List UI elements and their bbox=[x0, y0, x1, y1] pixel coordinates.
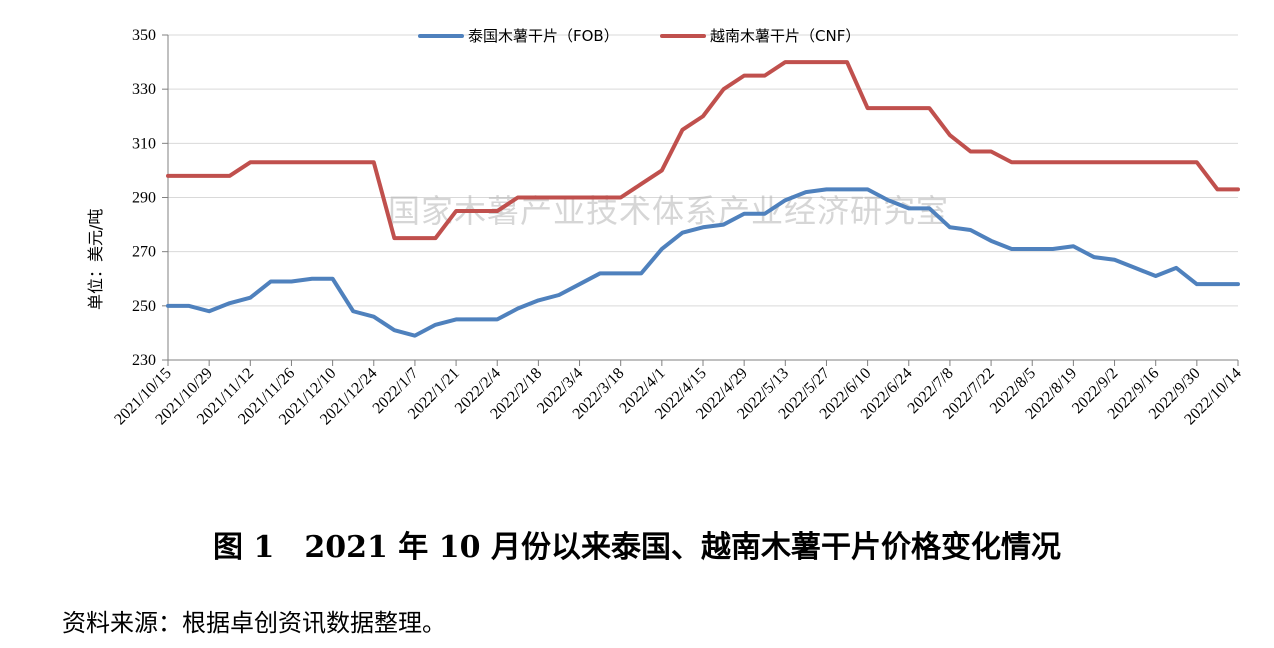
x-tick-labels: 2021/10/152021/10/292021/11/122021/11/26… bbox=[111, 360, 1245, 428]
y-tick-label: 250 bbox=[132, 298, 156, 315]
y-axis-label: 单位：美元/吨 bbox=[86, 209, 105, 310]
series-line-0 bbox=[166, 187, 1240, 338]
gridlines bbox=[162, 34, 1238, 361]
price-line-chart: 230 250 270 290 310 330 350 2021/10/152021/10/… bbox=[86, 27, 1245, 428]
y-tick-label: 230 bbox=[132, 352, 156, 369]
y-tick-labels: 230 250 270 290 310 330 350 bbox=[132, 27, 156, 369]
y-tick-label: 310 bbox=[132, 135, 156, 152]
legend: 泰国木薯干片（FOB） 越南木薯干片（CNF） bbox=[418, 27, 860, 45]
source-note: 资料来源：根据卓创资讯数据整理。 bbox=[62, 609, 446, 637]
series-line-1 bbox=[166, 60, 1240, 241]
y-tick-label: 350 bbox=[132, 27, 156, 44]
series-lines bbox=[166, 60, 1240, 338]
y-tick-label: 270 bbox=[132, 244, 156, 261]
y-tick-label: 330 bbox=[132, 81, 156, 98]
figure-caption: 图 1 2021 年 10 月份以来泰国、越南木薯干片价格变化情况 bbox=[213, 530, 1061, 565]
legend-label-0: 泰国木薯干片（FOB） bbox=[468, 27, 619, 45]
y-tick-label: 290 bbox=[132, 190, 156, 207]
legend-label-1: 越南木薯干片（CNF） bbox=[710, 27, 860, 45]
